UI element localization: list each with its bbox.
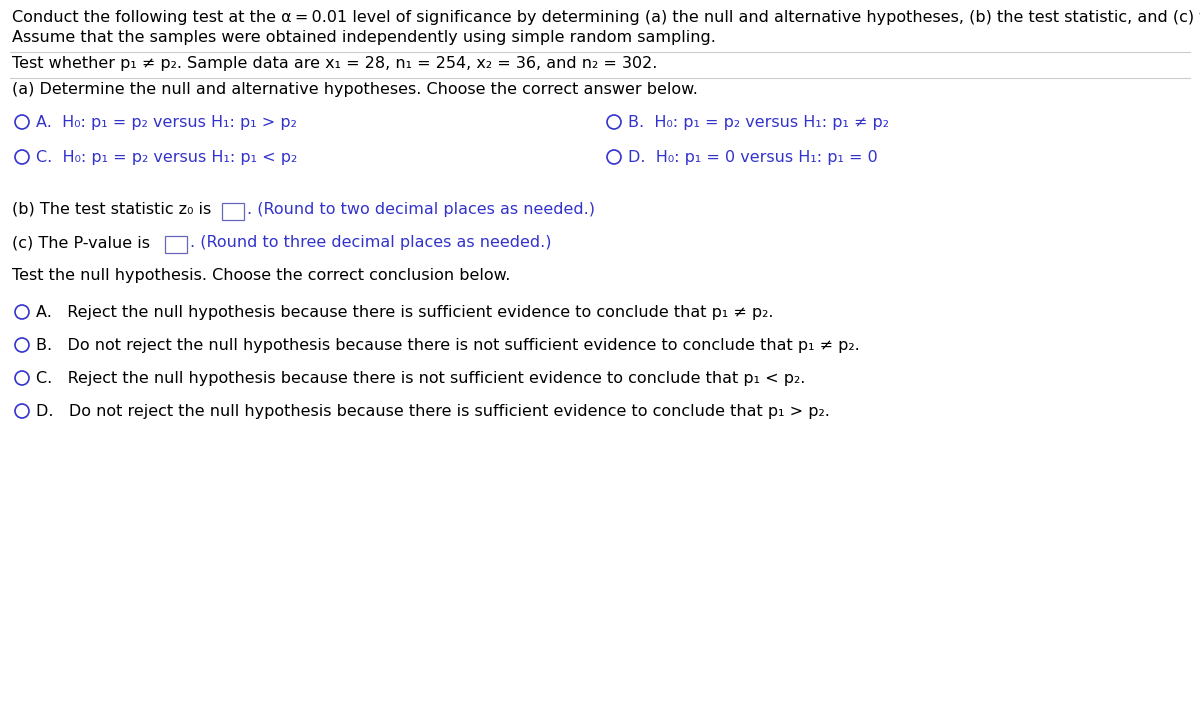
Text: . (Round to three decimal places as needed.): . (Round to three decimal places as need…: [190, 235, 552, 250]
Text: Assume that the samples were obtained independently using simple random sampling: Assume that the samples were obtained in…: [12, 30, 716, 45]
Text: B.  H₀: p₁ = p₂ versus H₁: p₁ ≠ p₂: B. H₀: p₁ = p₂ versus H₁: p₁ ≠ p₂: [628, 115, 889, 130]
Text: B.   Do not reject the null hypothesis because there is not sufficient evidence : B. Do not reject the null hypothesis bec…: [36, 338, 859, 353]
Text: C.   Reject the null hypothesis because there is not sufficient evidence to conc: C. Reject the null hypothesis because th…: [36, 371, 805, 386]
Text: Test the null hypothesis. Choose the correct conclusion below.: Test the null hypothesis. Choose the cor…: [12, 268, 510, 283]
Text: (c) The P-value is: (c) The P-value is: [12, 235, 150, 250]
Text: Conduct the following test at the α = 0.01 level of significance by determining : Conduct the following test at the α = 0.…: [12, 10, 1200, 25]
FancyBboxPatch shape: [222, 203, 244, 219]
Text: . (Round to two decimal places as needed.): . (Round to two decimal places as needed…: [247, 202, 595, 217]
Text: (a) Determine the null and alternative hypotheses. Choose the correct answer bel: (a) Determine the null and alternative h…: [12, 82, 698, 97]
Text: D.   Do not reject the null hypothesis because there is sufficient evidence to c: D. Do not reject the null hypothesis bec…: [36, 404, 830, 419]
Text: A.   Reject the null hypothesis because there is sufficient evidence to conclude: A. Reject the null hypothesis because th…: [36, 305, 774, 320]
Text: Test whether p₁ ≠ p₂. Sample data are x₁ = 28, n₁ = 254, x₂ = 36, and n₂ = 302.: Test whether p₁ ≠ p₂. Sample data are x₁…: [12, 56, 658, 71]
FancyBboxPatch shape: [166, 235, 187, 253]
Text: C.  H₀: p₁ = p₂ versus H₁: p₁ < p₂: C. H₀: p₁ = p₂ versus H₁: p₁ < p₂: [36, 150, 298, 165]
Text: A.  H₀: p₁ = p₂ versus H₁: p₁ > p₂: A. H₀: p₁ = p₂ versus H₁: p₁ > p₂: [36, 115, 296, 130]
Text: D.  H₀: p₁ = 0 versus H₁: p₁ = 0: D. H₀: p₁ = 0 versus H₁: p₁ = 0: [628, 150, 877, 165]
Text: (b) The test statistic z₀ is: (b) The test statistic z₀ is: [12, 202, 211, 217]
